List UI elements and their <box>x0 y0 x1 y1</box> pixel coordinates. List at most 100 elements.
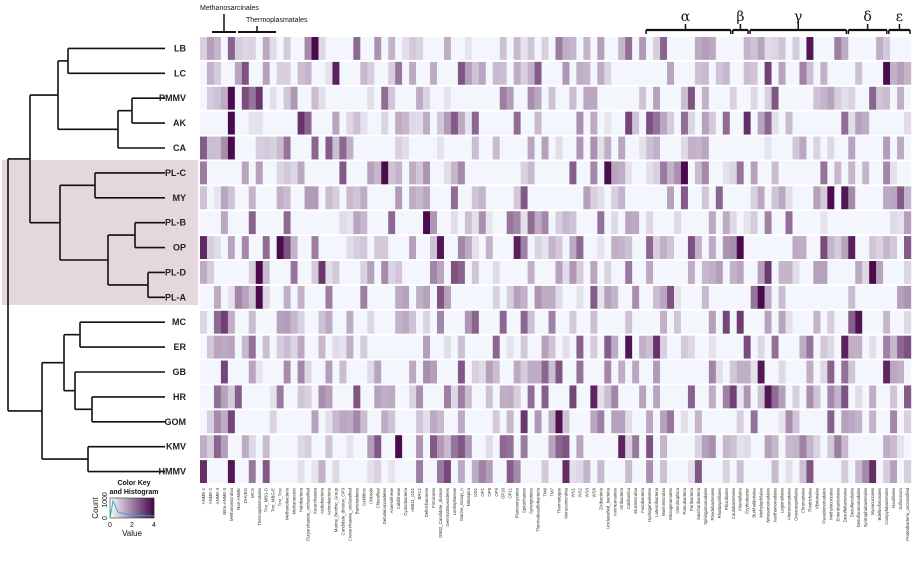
heatmap-cell <box>778 236 786 259</box>
heatmap-cell <box>590 211 598 235</box>
heatmap-cell <box>450 236 459 259</box>
heatmap-cell <box>227 236 236 259</box>
heatmap-cell <box>220 360 229 384</box>
heatmap-cell <box>478 285 486 309</box>
heatmap-cell <box>625 261 633 284</box>
heatmap-cell <box>241 186 249 210</box>
heatmap-cell <box>353 310 361 334</box>
heatmap-cell <box>471 186 480 210</box>
heatmap-cell <box>220 385 229 409</box>
color-key-ytick: 0 <box>102 516 109 520</box>
heatmap-cell <box>492 385 500 409</box>
heatmap-cell <box>200 385 208 409</box>
heatmap-cell <box>660 186 668 210</box>
heatmap-cell <box>506 236 514 259</box>
heatmap-cell <box>757 335 765 359</box>
heatmap-cell <box>367 211 375 235</box>
heatmap-cell <box>430 261 438 284</box>
heatmap-cell <box>590 61 598 85</box>
heatmap-cell <box>701 61 710 85</box>
heatmap-cell <box>234 435 243 459</box>
heatmap-cell <box>820 161 828 185</box>
heatmap-cell <box>743 211 751 235</box>
column-label: Bdellovibrionales <box>877 488 882 521</box>
heatmap-cell <box>520 385 528 409</box>
heatmap-cell <box>778 61 786 85</box>
heatmap-cell <box>262 360 270 384</box>
heatmap-cell <box>687 310 696 334</box>
heatmap-cell <box>701 285 710 309</box>
heatmap-cell <box>471 460 480 483</box>
heatmap-cell <box>660 285 668 309</box>
heatmap-cell <box>625 310 633 334</box>
heatmap-cell <box>806 261 814 284</box>
heatmap-cell <box>604 285 612 309</box>
heatmap-cell <box>569 385 577 409</box>
heatmap-cell <box>443 310 452 334</box>
column-label: Korarchaeota <box>313 487 318 513</box>
heatmap-cell <box>778 37 786 60</box>
heatmap-cell <box>897 211 905 235</box>
heatmap-cell <box>701 360 710 384</box>
heatmap-cell <box>471 385 480 409</box>
heatmap-cell <box>862 435 870 459</box>
heatmap-cell <box>395 161 403 185</box>
heatmap-cell <box>890 335 898 359</box>
heatmap-cell <box>234 161 243 185</box>
heatmap-cell <box>360 410 368 434</box>
heatmap-cell <box>611 460 619 483</box>
heatmap-cell <box>764 435 772 459</box>
heatmap-cell <box>443 435 452 459</box>
heatmap-cell <box>360 37 368 60</box>
heatmap-cell <box>471 37 480 60</box>
heatmap-cell <box>395 310 403 334</box>
heatmap-cell <box>757 261 765 284</box>
heatmap-cell <box>534 310 542 334</box>
row-label: LC <box>174 68 186 78</box>
heatmap-cell <box>381 360 389 384</box>
heatmap-cell <box>904 236 912 259</box>
heatmap-cell <box>576 335 584 359</box>
heatmap-cell <box>297 410 305 434</box>
heatmap-cell <box>318 460 326 483</box>
heatmap-cell <box>841 310 849 334</box>
row-label: PL-D <box>165 267 186 277</box>
heatmap-cell <box>660 161 668 185</box>
heatmap-cell <box>402 335 410 359</box>
heatmap-cell <box>346 111 354 135</box>
heatmap-cell <box>297 37 305 60</box>
heatmap-cell <box>778 161 786 185</box>
column-label: Halobacteria <box>299 487 304 512</box>
heatmap-cell <box>855 285 863 309</box>
column-label: Anaerolineae <box>389 487 394 513</box>
heatmap-cell <box>248 211 256 235</box>
heatmap-cell <box>248 410 256 434</box>
heatmap-cell <box>506 410 514 434</box>
column-label: MCG <box>250 487 255 498</box>
heatmap-cell <box>555 285 563 309</box>
heatmap-cell <box>625 37 633 60</box>
heatmap-cell <box>332 211 340 235</box>
heatmap-cell <box>876 136 884 160</box>
heatmap-cell <box>304 111 312 135</box>
heatmap-cell <box>227 211 236 235</box>
heatmap-cell <box>332 136 340 160</box>
heatmap-cell <box>450 335 459 359</box>
heatmap-cell <box>750 111 758 135</box>
heatmap-cell <box>548 86 556 110</box>
heatmap-cell <box>806 385 814 409</box>
heatmap-cell <box>402 285 410 309</box>
heatmap-cell <box>457 37 466 60</box>
heatmap-cell <box>653 285 661 309</box>
heatmap-cell <box>388 111 396 135</box>
heatmap-cell <box>416 136 424 160</box>
heatmap-cell <box>457 310 466 334</box>
heatmap-cell <box>409 410 417 434</box>
heatmap-cell <box>464 61 473 85</box>
heatmap-cell <box>806 211 814 235</box>
heatmap-cell <box>416 61 424 85</box>
column-label: Syntrophobacterales <box>863 488 868 527</box>
heatmap-cell <box>353 186 361 210</box>
heatmap-cell <box>646 261 654 284</box>
heatmap-cell <box>325 61 333 85</box>
